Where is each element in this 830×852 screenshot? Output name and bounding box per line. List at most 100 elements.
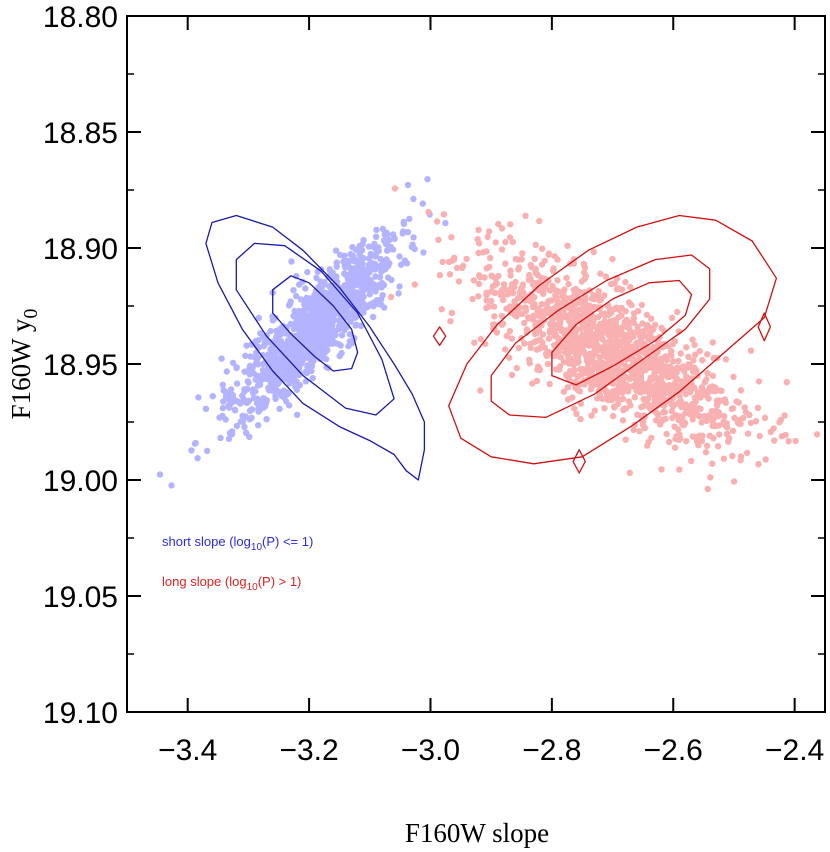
point-short xyxy=(388,276,395,284)
point-long xyxy=(600,352,607,359)
point-short xyxy=(263,416,270,423)
point-short xyxy=(274,380,282,388)
point-long xyxy=(714,443,722,450)
point-short xyxy=(396,253,403,260)
point-long xyxy=(544,360,552,368)
point-long xyxy=(767,428,774,435)
point-short xyxy=(290,312,297,320)
point-short xyxy=(330,317,337,324)
point-long xyxy=(551,342,558,349)
point-long xyxy=(685,353,692,360)
point-long xyxy=(584,321,592,328)
point-short xyxy=(276,363,283,370)
point-long xyxy=(639,386,646,393)
point-short xyxy=(293,411,301,418)
point-long xyxy=(726,435,733,442)
point-short xyxy=(398,261,405,268)
point-short xyxy=(293,292,300,300)
y-tick-label: 18.95 xyxy=(43,349,118,382)
point-short xyxy=(245,397,253,405)
point-long xyxy=(488,297,495,305)
point-long xyxy=(678,403,685,411)
point-long xyxy=(663,430,670,438)
point-long xyxy=(568,308,575,315)
point-long xyxy=(455,278,463,285)
point-long xyxy=(569,299,576,307)
point-short xyxy=(302,368,309,376)
point-short xyxy=(156,471,164,478)
point-long xyxy=(469,295,476,303)
point-long xyxy=(588,332,595,339)
point-long xyxy=(391,185,399,192)
point-long xyxy=(637,364,644,372)
point-short xyxy=(369,313,377,321)
point-short xyxy=(343,259,350,266)
point-short xyxy=(283,340,290,347)
point-long xyxy=(506,234,514,241)
contour-short-2 xyxy=(205,214,426,481)
point-long xyxy=(658,359,665,366)
point-long xyxy=(792,437,799,445)
point-short xyxy=(303,298,310,306)
point-short xyxy=(228,428,236,435)
point-short xyxy=(285,302,293,309)
point-short xyxy=(269,349,276,356)
point-long xyxy=(702,449,710,456)
point-long xyxy=(586,350,594,357)
point-long xyxy=(563,274,570,282)
point-short xyxy=(280,328,287,335)
point-long xyxy=(755,378,763,385)
point-long xyxy=(771,437,778,444)
point-long xyxy=(558,326,566,333)
point-short xyxy=(254,372,261,380)
point-long xyxy=(645,438,652,446)
point-short xyxy=(382,265,389,273)
point-short xyxy=(293,354,300,361)
point-long xyxy=(630,310,638,317)
point-long xyxy=(661,409,668,416)
point-long xyxy=(698,437,706,444)
point-short xyxy=(321,331,328,338)
point-long xyxy=(639,320,646,327)
point-short xyxy=(260,404,267,411)
point-long xyxy=(692,405,700,412)
point-short xyxy=(291,307,298,315)
point-long xyxy=(440,211,448,218)
point-long xyxy=(506,303,514,310)
point-long xyxy=(495,272,502,280)
point-long xyxy=(539,331,547,338)
point-long xyxy=(636,428,643,435)
point-short xyxy=(256,344,263,351)
point-short xyxy=(233,380,241,387)
point-long xyxy=(578,278,585,285)
point-long xyxy=(562,349,569,356)
point-short xyxy=(291,375,298,383)
point-short xyxy=(410,195,417,203)
point-long xyxy=(716,387,724,394)
point-long xyxy=(599,359,606,366)
point-long xyxy=(569,326,577,333)
point-long xyxy=(631,394,639,401)
point-long xyxy=(515,264,523,271)
point-long xyxy=(436,272,444,279)
point-long xyxy=(659,344,666,351)
point-long xyxy=(643,311,651,318)
point-long xyxy=(615,377,623,384)
point-short xyxy=(278,371,286,378)
point-long xyxy=(518,294,526,301)
point-long xyxy=(668,347,675,355)
y-tick-label: 18.90 xyxy=(43,233,118,266)
point-long xyxy=(704,369,711,377)
point-long xyxy=(502,238,509,246)
point-short xyxy=(246,365,253,372)
point-long xyxy=(516,288,524,296)
point-long xyxy=(591,303,598,311)
point-long xyxy=(477,387,484,394)
point-long xyxy=(611,317,618,324)
point-long xyxy=(655,340,662,347)
point-long xyxy=(682,410,689,417)
point-long xyxy=(675,413,682,420)
point-long xyxy=(739,414,747,422)
point-short xyxy=(396,283,403,290)
